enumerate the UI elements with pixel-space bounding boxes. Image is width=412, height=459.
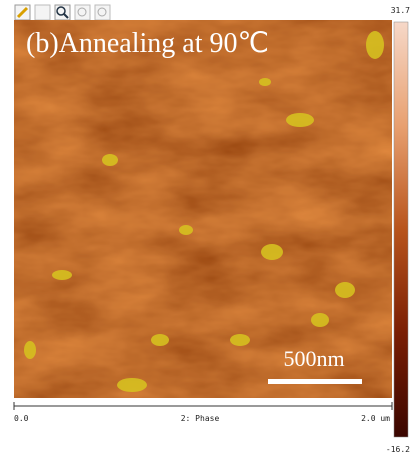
- afm-view: (b)Annealing at 90℃ 500nm 0.0 2: Phase 2…: [0, 0, 412, 459]
- scale-bar-label: 500nm: [283, 346, 344, 371]
- axis-channel: 2: Phase: [181, 414, 220, 423]
- afm-image: (b)Annealing at 90℃ 500nm: [14, 20, 392, 398]
- toolbar: [15, 5, 110, 20]
- screenshot: (b)Annealing at 90℃ 500nm 0.0 2: Phase 2…: [0, 0, 412, 459]
- colorbar-max: 31.7: [391, 6, 410, 15]
- tool-zoom-out[interactable]: [95, 5, 110, 20]
- tool-hand[interactable]: [35, 5, 50, 20]
- scale-bar: [268, 379, 362, 384]
- axis-end: 2.0 um: [361, 414, 390, 423]
- tool-zoom-in[interactable]: [75, 5, 90, 20]
- x-axis: 0.0 2: Phase 2.0 um: [14, 402, 392, 423]
- axis-start: 0.0: [14, 414, 29, 423]
- image-title: (b)Annealing at 90℃: [26, 28, 269, 59]
- colorbar-min: -16.2: [386, 445, 410, 454]
